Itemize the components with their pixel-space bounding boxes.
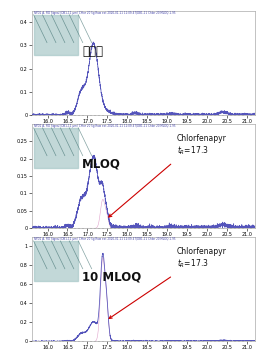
Text: 10 MLOQ: 10 MLOQ [82,271,141,284]
Bar [34,241,78,281]
Text: Chlorfenapyr
$t_R$=17.3: Chlorfenapyr $t_R$=17.3 [177,134,227,157]
Text: NPD1 A, FID Signal (DB1-11 μm) Chlor 20 5g Raw ext 2020-01-11 11:09-47|DB1-11 Ch: NPD1 A, FID Signal (DB1-11 μm) Chlor 20 … [34,237,175,241]
Text: NPD1 A, FID Signal (DB1-11 μm) Chlor 20 5g Raw ext 2020-01-11 11:09-47|DB1-11 Ch: NPD1 A, FID Signal (DB1-11 μm) Chlor 20 … [34,124,175,128]
Bar [34,15,78,55]
Text: MLOQ: MLOQ [82,158,121,171]
Text: NPD1 A, FID Signal (DB1-11 μm) Chlor 20 5g Raw ext 2020-01-11 11:09-47|DB1-11 Ch: NPD1 A, FID Signal (DB1-11 μm) Chlor 20 … [34,11,175,14]
Text: Chlorfenapyr
$t_R$=17.3: Chlorfenapyr $t_R$=17.3 [177,247,227,270]
Text: 무체리: 무체리 [82,45,103,58]
Bar [34,128,78,168]
